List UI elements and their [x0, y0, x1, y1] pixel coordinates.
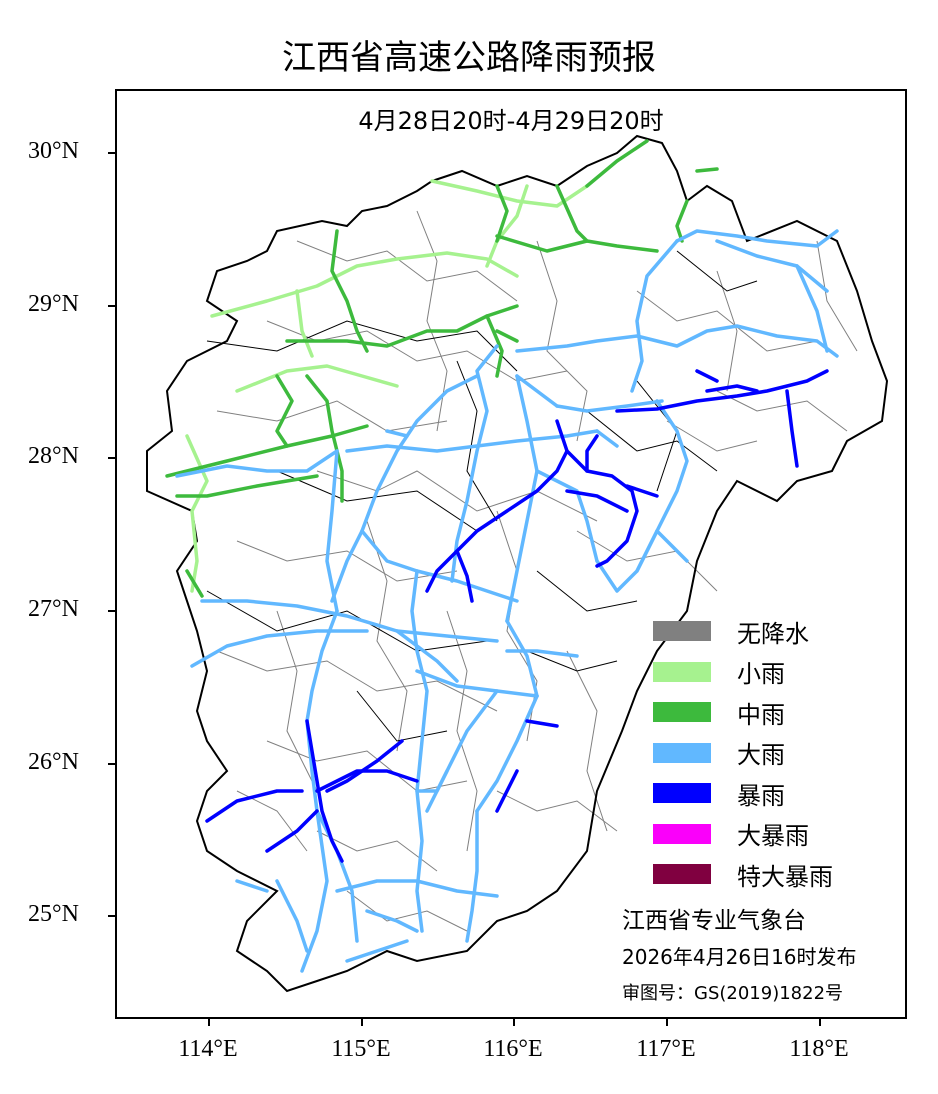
highway-rainstorm [205, 369, 829, 863]
review-number: 审图号：GS(2019)1822号 [622, 983, 844, 1004]
lat-label-26: 26°N [28, 749, 79, 775]
lat-label-28: 28°N [28, 443, 79, 469]
forecast-period: 4月28日20时-4月29日20时 [358, 107, 664, 135]
legend-label: 无降水 [737, 619, 809, 648]
legend-label: 中雨 [737, 700, 785, 729]
legend-item-heavy-rain: 大雨 [653, 733, 833, 774]
legend-label: 特大暴雨 [737, 862, 833, 891]
lat-label-27: 27°N [28, 596, 79, 622]
legend-label: 暴雨 [737, 781, 785, 810]
lat-label-29: 29°N [28, 291, 79, 317]
legend-swatch [653, 661, 711, 682]
lat-tick [108, 305, 115, 307]
legend-item-extreme-rainstorm: 特大暴雨 [653, 854, 833, 895]
map-title: 江西省高速公路降雨预报 [282, 38, 656, 78]
lon-label-114: 114°E [178, 1036, 238, 1062]
lon-label-118: 118°E [789, 1036, 849, 1062]
lat-label-30: 30°N [28, 138, 79, 164]
lon-label-117: 117°E [636, 1036, 696, 1062]
lon-tick [666, 1019, 668, 1026]
legend-item-heavy-rainstorm: 大暴雨 [653, 814, 833, 855]
lat-tick [108, 763, 115, 765]
lat-tick [108, 152, 115, 154]
legend-label: 小雨 [737, 660, 785, 689]
legend-item-rainstorm: 暴雨 [653, 773, 833, 814]
legend-swatch [653, 702, 711, 723]
issue-time: 2026年4月26日16时发布 [622, 945, 857, 969]
legend-swatch [653, 823, 711, 844]
legend-swatch [653, 621, 711, 642]
lat-tick [108, 457, 115, 459]
legend-label: 大暴雨 [737, 822, 809, 851]
highway-moderate-rain [165, 139, 719, 598]
lat-tick [108, 610, 115, 612]
legend-swatch [653, 864, 711, 885]
legend-item-light-rain: 小雨 [653, 652, 833, 693]
map-frame: 4月28日20时-4月29日20时 无降水 小雨 中雨 大雨 暴雨 大暴雨 特大 [115, 89, 907, 1019]
legend-item-moderate-rain: 中雨 [653, 692, 833, 733]
legend-item-no-rain: 无降水 [653, 611, 833, 652]
legend-label: 大雨 [737, 741, 785, 770]
legend: 无降水 小雨 中雨 大雨 暴雨 大暴雨 特大暴雨 [653, 611, 833, 895]
legend-swatch [653, 783, 711, 804]
city-borders [206, 250, 758, 742]
highway-heavy-rain [175, 229, 839, 973]
lon-tick [513, 1019, 515, 1026]
lon-tick [208, 1019, 210, 1026]
legend-swatch [653, 742, 711, 763]
map-canvas [146, 134, 889, 993]
lat-label-25: 25°N [28, 901, 79, 927]
lon-tick [361, 1019, 363, 1026]
issuer-name: 江西省专业气象台 [622, 908, 806, 934]
lon-tick [819, 1019, 821, 1026]
lon-label-116: 116°E [483, 1036, 543, 1062]
lat-tick [108, 915, 115, 917]
lon-label-115: 115°E [331, 1036, 391, 1062]
province-outline [146, 134, 889, 993]
county-borders [216, 210, 858, 932]
